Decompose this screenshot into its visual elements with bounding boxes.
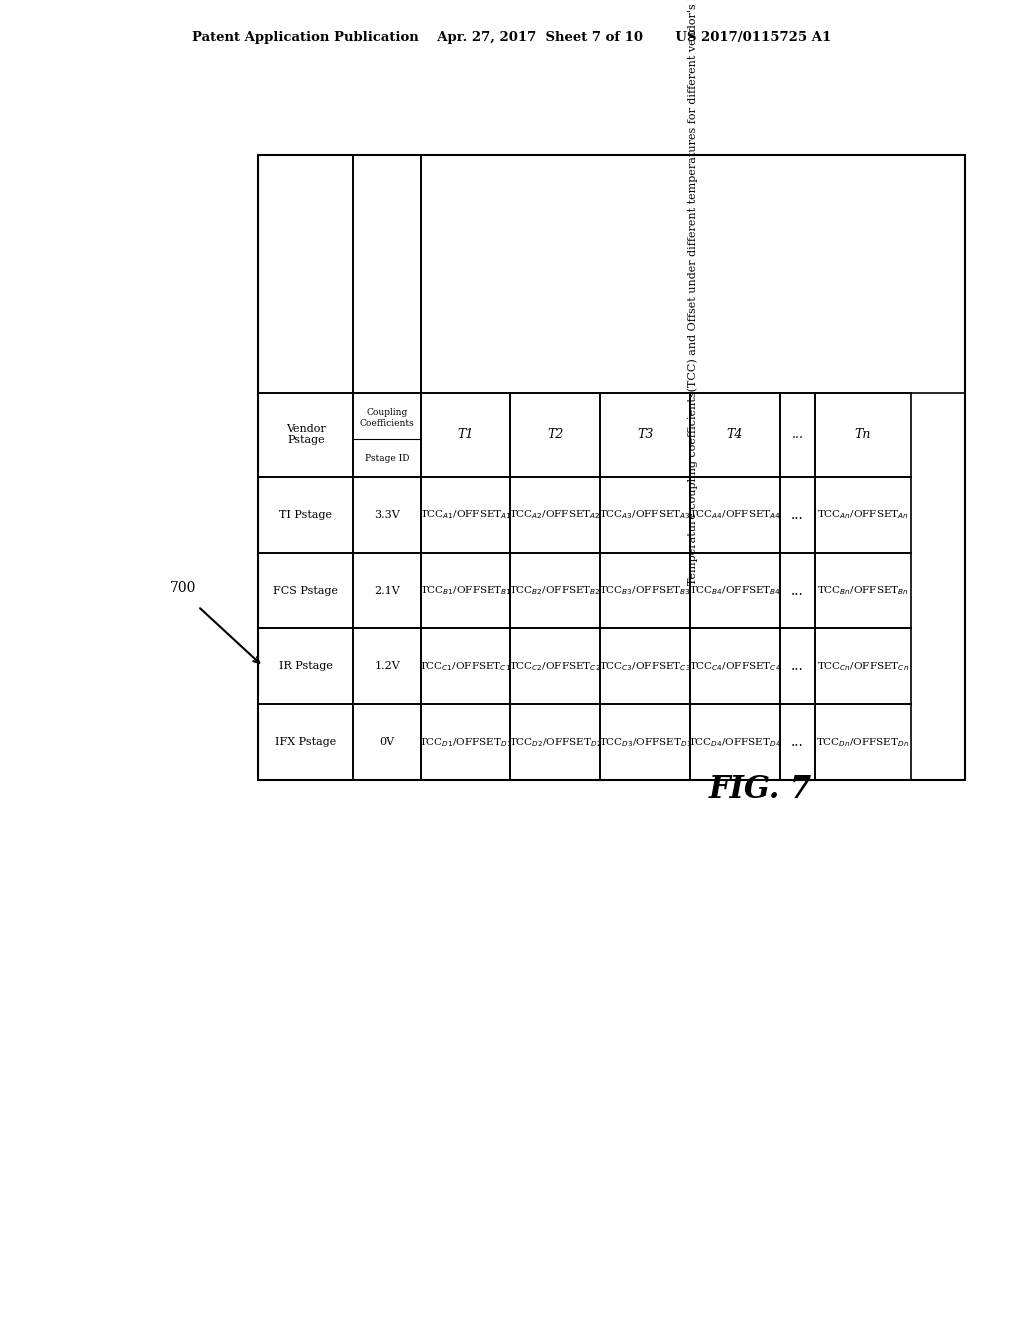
Text: 3.3V: 3.3V — [374, 510, 400, 520]
Text: TCC$_{C4}$/OFFSET$_{C4}$: TCC$_{C4}$/OFFSET$_{C4}$ — [689, 660, 781, 673]
Bar — [780, 553, 815, 628]
Text: Tn: Tn — [855, 428, 871, 441]
Bar — [510, 477, 600, 553]
Text: TCC$_{B2}$/OFFSET$_{B2}$: TCC$_{B2}$/OFFSET$_{B2}$ — [510, 585, 601, 597]
Bar — [600, 704, 690, 780]
Text: TCC$_{Bn}$/OFFSET$_{Bn}$: TCC$_{Bn}$/OFFSET$_{Bn}$ — [817, 585, 909, 597]
Text: TCC$_{D2}$/OFFSET$_{D2}$: TCC$_{D2}$/OFFSET$_{D2}$ — [509, 735, 602, 748]
Bar — [421, 392, 510, 477]
Text: TCC$_{C2}$/OFFSET$_{C2}$: TCC$_{C2}$/OFFSET$_{C2}$ — [509, 660, 601, 673]
Text: TCC$_{B1}$/OFFSET$_{B1}$: TCC$_{B1}$/OFFSET$_{B1}$ — [420, 585, 511, 597]
Bar — [690, 392, 780, 477]
Text: TCC$_{C3}$/OFFSET$_{C3}$: TCC$_{C3}$/OFFSET$_{C3}$ — [599, 660, 691, 673]
Text: Pstage ID: Pstage ID — [365, 454, 410, 463]
Bar — [421, 553, 510, 628]
Bar — [258, 628, 353, 704]
Bar — [353, 553, 421, 628]
Text: TCC$_{A1}$/OFFSET$_{A1}$: TCC$_{A1}$/OFFSET$_{A1}$ — [420, 508, 511, 521]
Bar — [780, 628, 815, 704]
Bar — [815, 704, 910, 780]
Bar — [353, 477, 421, 553]
Text: TCC$_{D3}$/OFFSET$_{D3}$: TCC$_{D3}$/OFFSET$_{D3}$ — [599, 735, 692, 748]
Bar — [258, 154, 353, 392]
Bar — [780, 704, 815, 780]
Text: ...: ... — [792, 508, 804, 521]
Text: TCC$_{An}$/OFFSET$_{An}$: TCC$_{An}$/OFFSET$_{An}$ — [817, 508, 909, 521]
Text: TCC$_{Cn}$/OFFSET$_{Cn}$: TCC$_{Cn}$/OFFSET$_{Cn}$ — [817, 660, 909, 673]
Bar — [510, 553, 600, 628]
Text: TCC$_{B4}$/OFFSET$_{B4}$: TCC$_{B4}$/OFFSET$_{B4}$ — [689, 585, 781, 597]
Text: Coupling
Coefficients: Coupling Coefficients — [359, 408, 415, 428]
Text: TCC$_{A3}$/OFFSET$_{A3}$: TCC$_{A3}$/OFFSET$_{A3}$ — [599, 508, 691, 521]
Bar — [421, 154, 965, 392]
Bar — [815, 628, 910, 704]
Bar — [780, 392, 815, 477]
Text: FIG. 7: FIG. 7 — [709, 774, 812, 805]
Bar — [421, 704, 510, 780]
Text: T2: T2 — [547, 428, 563, 441]
Bar — [690, 628, 780, 704]
Bar — [353, 628, 421, 704]
Text: IFX Pstage: IFX Pstage — [275, 737, 336, 747]
Bar — [510, 704, 600, 780]
Text: FCS Pstage: FCS Pstage — [273, 586, 338, 595]
Text: T4: T4 — [727, 428, 743, 441]
Text: 0V: 0V — [380, 737, 394, 747]
Bar — [690, 553, 780, 628]
Text: Patent Application Publication    Apr. 27, 2017  Sheet 7 of 10       US 2017/011: Patent Application Publication Apr. 27, … — [193, 30, 831, 44]
Bar — [600, 553, 690, 628]
Text: TCC$_{C1}$/OFFSET$_{C1}$: TCC$_{C1}$/OFFSET$_{C1}$ — [420, 660, 512, 673]
Text: 1.2V: 1.2V — [374, 661, 400, 672]
Bar — [690, 704, 780, 780]
Bar — [258, 392, 353, 477]
Text: 700: 700 — [170, 581, 197, 595]
Bar — [600, 392, 690, 477]
Text: TCC$_{Dn}$/OFFSET$_{Dn}$: TCC$_{Dn}$/OFFSET$_{Dn}$ — [816, 735, 909, 748]
Bar — [600, 477, 690, 553]
Bar — [510, 392, 600, 477]
Bar — [353, 704, 421, 780]
Bar — [353, 392, 421, 477]
Bar — [780, 477, 815, 553]
Bar — [258, 553, 353, 628]
Bar — [421, 477, 510, 553]
Bar — [421, 628, 510, 704]
Text: TCC$_{A2}$/OFFSET$_{A2}$: TCC$_{A2}$/OFFSET$_{A2}$ — [510, 508, 601, 521]
Text: Vendor
Pstage: Vendor Pstage — [286, 424, 326, 445]
Text: ...: ... — [792, 428, 804, 441]
Text: T3: T3 — [637, 428, 653, 441]
Text: ...: ... — [792, 735, 804, 750]
Text: ...: ... — [792, 583, 804, 598]
Bar — [815, 392, 910, 477]
Text: TCC$_{D4}$/OFFSET$_{D4}$: TCC$_{D4}$/OFFSET$_{D4}$ — [688, 735, 781, 748]
Text: TCC$_{A4}$/OFFSET$_{A4}$: TCC$_{A4}$/OFFSET$_{A4}$ — [689, 508, 781, 521]
Bar — [510, 628, 600, 704]
Bar — [353, 154, 421, 392]
Bar — [258, 704, 353, 780]
Bar — [690, 477, 780, 553]
Bar — [600, 628, 690, 704]
Text: Temperature coupling coefficients(TCC) and Offset under different temperatures f: Temperature coupling coefficients(TCC) a… — [687, 0, 698, 585]
Bar — [258, 477, 353, 553]
Text: IR Pstage: IR Pstage — [279, 661, 333, 672]
Text: TCC$_{D1}$/OFFSET$_{D1}$: TCC$_{D1}$/OFFSET$_{D1}$ — [419, 735, 512, 748]
Text: TI Pstage: TI Pstage — [280, 510, 332, 520]
Text: TCC$_{B3}$/OFFSET$_{B3}$: TCC$_{B3}$/OFFSET$_{B3}$ — [599, 585, 691, 597]
Text: ...: ... — [792, 659, 804, 673]
Bar — [815, 553, 910, 628]
Text: 2.1V: 2.1V — [374, 586, 400, 595]
Bar — [815, 477, 910, 553]
Text: T1: T1 — [458, 428, 474, 441]
Bar — [258, 154, 965, 780]
